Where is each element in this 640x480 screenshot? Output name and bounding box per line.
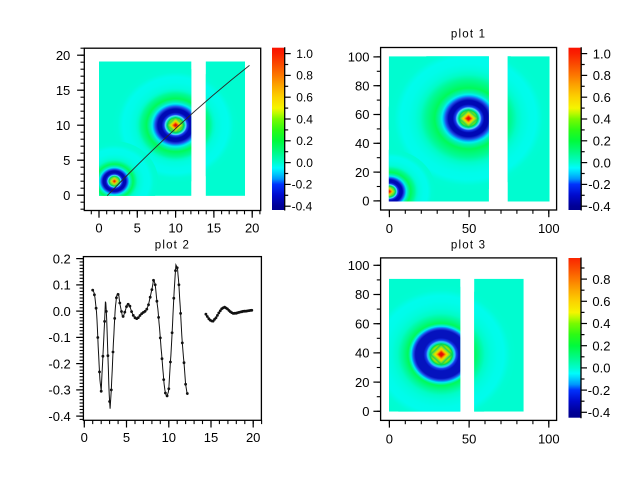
svg-text:0.2: 0.2	[296, 134, 313, 148]
svg-text:0.8: 0.8	[593, 68, 611, 83]
svg-text:-0.2: -0.2	[588, 177, 610, 192]
svg-text:plot 3: plot 3	[451, 240, 486, 252]
svg-text:10: 10	[56, 118, 70, 133]
svg-text:-0.4: -0.4	[292, 200, 313, 214]
svg-text:-0.2: -0.2	[48, 356, 70, 371]
svg-text:10: 10	[162, 430, 176, 445]
svg-text:0.6: 0.6	[592, 294, 610, 309]
svg-text:0: 0	[386, 431, 393, 446]
svg-text:20: 20	[246, 430, 260, 445]
svg-text:0: 0	[362, 194, 369, 209]
svg-text:plot 1: plot 1	[451, 29, 486, 41]
svg-text:5: 5	[134, 221, 141, 236]
svg-text:80: 80	[355, 287, 369, 302]
svg-text:0.6: 0.6	[296, 91, 313, 105]
svg-text:15: 15	[207, 221, 221, 236]
svg-text:50: 50	[462, 431, 476, 446]
svg-text:0: 0	[386, 221, 393, 236]
svg-text:80: 80	[355, 78, 369, 93]
svg-text:1.0: 1.0	[593, 46, 611, 61]
svg-text:0: 0	[63, 188, 70, 203]
svg-text:100: 100	[348, 50, 370, 65]
svg-text:100: 100	[538, 221, 560, 236]
svg-text:0.0: 0.0	[296, 156, 313, 170]
svg-text:0.0: 0.0	[593, 155, 611, 170]
svg-text:0.2: 0.2	[53, 251, 71, 266]
svg-text:-0.2: -0.2	[292, 178, 313, 192]
svg-text:-0.3: -0.3	[48, 383, 70, 398]
svg-text:0.4: 0.4	[592, 316, 610, 331]
svg-text:60: 60	[355, 316, 369, 331]
svg-text:15: 15	[204, 430, 218, 445]
svg-text:0.1: 0.1	[53, 278, 71, 293]
svg-text:20: 20	[355, 375, 369, 390]
svg-text:0: 0	[95, 221, 102, 236]
svg-text:0.4: 0.4	[593, 112, 611, 127]
svg-text:5: 5	[123, 430, 130, 445]
svg-text:20: 20	[355, 165, 369, 180]
svg-text:15: 15	[56, 83, 70, 98]
svg-text:-0.4: -0.4	[588, 199, 610, 214]
svg-text:-0.4: -0.4	[48, 409, 70, 424]
svg-text:0.0: 0.0	[592, 361, 610, 376]
svg-text:100: 100	[538, 431, 560, 446]
svg-text:-0.4: -0.4	[588, 405, 610, 420]
svg-text:0: 0	[81, 430, 88, 445]
svg-text:plot 2: plot 2	[155, 240, 190, 252]
svg-text:40: 40	[355, 136, 369, 151]
svg-text:5: 5	[63, 153, 70, 168]
svg-text:-0.2: -0.2	[588, 383, 610, 398]
svg-text:0.2: 0.2	[593, 134, 611, 149]
svg-text:100: 100	[348, 258, 370, 273]
svg-text:0: 0	[362, 404, 369, 419]
svg-text:0.8: 0.8	[296, 69, 313, 83]
svg-text:40: 40	[355, 346, 369, 361]
svg-text:0.6: 0.6	[593, 90, 611, 105]
svg-text:0.4: 0.4	[296, 112, 313, 126]
svg-text:20: 20	[56, 48, 70, 63]
svg-text:20: 20	[245, 221, 259, 236]
svg-text:10: 10	[168, 221, 182, 236]
svg-text:0.0: 0.0	[53, 304, 71, 319]
svg-text:50: 50	[462, 221, 476, 236]
svg-text:60: 60	[355, 107, 369, 122]
svg-text:0.2: 0.2	[592, 338, 610, 353]
svg-text:0.8: 0.8	[592, 272, 610, 287]
svg-text:1.0: 1.0	[296, 47, 313, 61]
svg-text:-0.1: -0.1	[48, 330, 70, 345]
